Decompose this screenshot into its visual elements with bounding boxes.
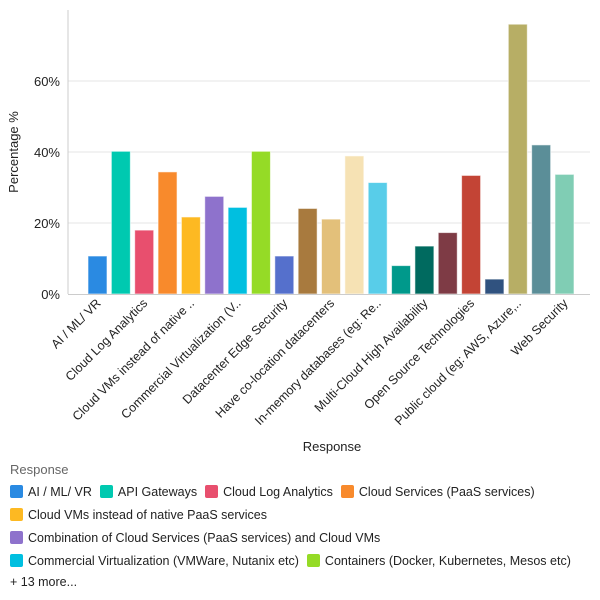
legend-swatch (10, 508, 23, 521)
legend-item[interactable]: Containers (Docker, Kubernetes, Mesos et… (306, 552, 571, 569)
legend-swatch (99, 485, 113, 498)
legend-item-label: Containers (Docker, Kubernetes, Mesos et… (324, 553, 571, 568)
y-tick-label: 0% (41, 287, 60, 302)
y-tick-label: 40% (34, 145, 60, 160)
legend-swatch (306, 554, 320, 567)
legend-swatch (10, 485, 23, 498)
bar[interactable] (367, 182, 388, 295)
bar[interactable] (227, 206, 248, 295)
legend-item-label: Combination of Cloud Services (PaaS serv… (28, 530, 381, 545)
x-axis-label: Response (303, 439, 362, 454)
bars (87, 23, 575, 295)
bar[interactable] (507, 23, 528, 295)
bar[interactable] (110, 150, 131, 295)
legend-item[interactable]: Commercial Virtualization (VMWare, Nutan… (10, 552, 299, 569)
legend-item[interactable]: AI / ML/ VR (10, 483, 92, 500)
bar[interactable] (344, 155, 365, 295)
bar[interactable] (321, 218, 341, 295)
legend-item-label: AI / ML/ VR (28, 484, 92, 499)
legend-more-link[interactable]: + 13 more... (10, 575, 78, 589)
bar[interactable] (554, 173, 575, 295)
bar[interactable] (87, 255, 108, 295)
legend-item[interactable]: API Gateways (99, 483, 198, 500)
y-tick-label: 60% (34, 74, 60, 89)
bar[interactable] (414, 245, 435, 295)
y-axis-ticks: 0% 20% 40% 60% (34, 74, 60, 302)
bar[interactable] (297, 207, 318, 295)
bar[interactable] (484, 278, 505, 295)
legend-item[interactable]: Cloud Log Analytics (205, 483, 333, 500)
bar[interactable] (180, 216, 201, 295)
legend-item-label: Cloud Services (PaaS services) (358, 484, 535, 499)
bar[interactable] (157, 171, 178, 295)
bar[interactable] (250, 150, 271, 295)
legend-item[interactable]: Cloud VMs instead of native PaaS service… (10, 506, 267, 523)
bar[interactable] (274, 255, 295, 295)
legend-swatch (10, 554, 23, 567)
y-tick-label: 20% (34, 216, 60, 231)
legend-item-label: Cloud Log Analytics (223, 484, 333, 499)
x-tick-label: Cloud Log Analytics (63, 296, 151, 384)
bar[interactable] (461, 174, 482, 295)
legend-item-label: Cloud VMs instead of native PaaS service… (28, 507, 268, 522)
legend-item[interactable]: Combination of Cloud Services (PaaS serv… (10, 529, 380, 546)
legend-swatch (10, 531, 23, 544)
bar[interactable] (437, 232, 458, 295)
legend-swatch (205, 485, 219, 498)
bar[interactable] (134, 229, 155, 295)
legend-item-label: Commercial Virtualization (VMWare, Nutan… (28, 553, 299, 568)
legend-item-label: API Gateways (117, 484, 198, 499)
bar[interactable] (531, 144, 552, 295)
legend: Response AI / ML/ VR API Gateways Cloud Lo… (10, 462, 595, 589)
bar[interactable] (391, 265, 412, 295)
legend-title: Response (10, 462, 69, 477)
legend-swatch (340, 485, 354, 498)
y-axis-label: Percentage % (6, 111, 21, 193)
legend-item[interactable]: Cloud Services (PaaS services) (340, 483, 535, 500)
bar[interactable] (204, 195, 225, 295)
